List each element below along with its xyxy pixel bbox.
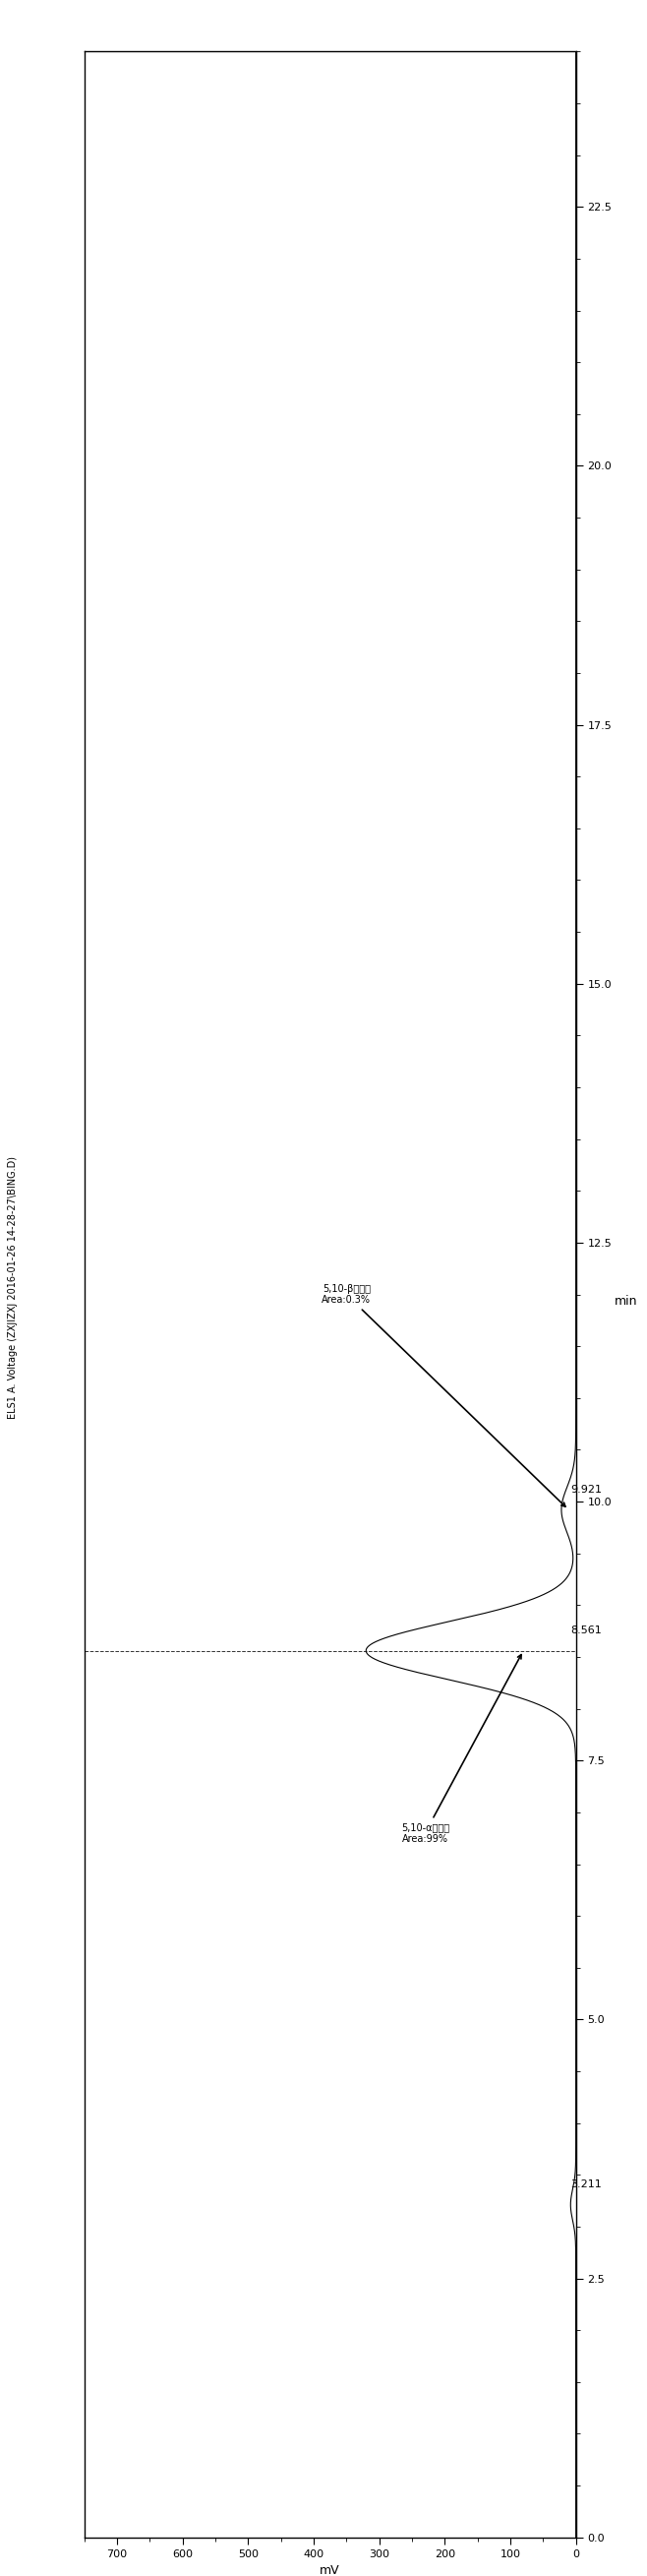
Text: 5,10-β异构体
Area:0.3%: 5,10-β异构体 Area:0.3% <box>322 1283 565 1507</box>
Y-axis label: min: min <box>614 1296 637 1306</box>
Text: 9.921: 9.921 <box>571 1484 602 1494</box>
Text: 8.561: 8.561 <box>571 1625 602 1636</box>
X-axis label: mV: mV <box>320 2563 340 2576</box>
Text: 3.211: 3.211 <box>571 2179 602 2190</box>
Text: ELS1 A. Voltage (ZXJIZXJ 2016-01-26 14-28-27\BING.D): ELS1 A. Voltage (ZXJIZXJ 2016-01-26 14-2… <box>8 1157 18 1419</box>
Text: 5,10-α异构体
Area:99%: 5,10-α异构体 Area:99% <box>401 1654 521 1844</box>
